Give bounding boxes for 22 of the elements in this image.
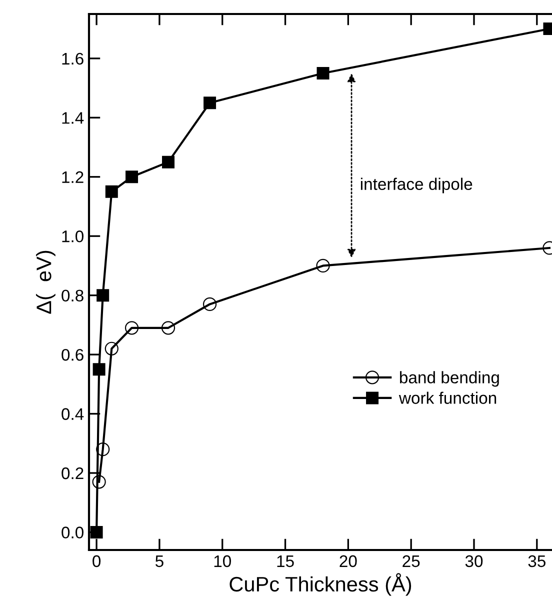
y-tick-label: 1.0	[62, 230, 84, 242]
x-tick-label: 5	[155, 555, 164, 568]
y-tick-label: 1.4	[62, 112, 84, 124]
x-tick-label: 25	[402, 555, 420, 568]
y-tick-label: 0.6	[62, 348, 84, 361]
y-tick-label: 0.4	[62, 408, 84, 420]
legend-label: work function	[398, 392, 496, 404]
x-tick-label: 20	[340, 555, 357, 568]
x-tick-label: 35	[528, 555, 546, 568]
x-axis-title: CuPc Thickness (Å)	[230, 573, 412, 596]
x-tick-label: 10	[214, 555, 231, 568]
legend-label: band bending	[400, 371, 499, 387]
annotation: interface dipole	[360, 178, 472, 194]
x-tick-label: 30	[465, 555, 483, 568]
y-tick-label: 0.8	[62, 290, 84, 302]
x-tick-label: 0	[92, 555, 101, 568]
y-axis-title: Δ( eV)	[36, 250, 56, 314]
y-tick-label: 1.6	[62, 52, 84, 65]
y-tick-label: 0.0	[62, 526, 84, 538]
y-tick-label: 1.2	[62, 171, 84, 183]
y-tick-label: 0.2	[62, 467, 84, 480]
x-tick-label: 15	[277, 555, 294, 568]
